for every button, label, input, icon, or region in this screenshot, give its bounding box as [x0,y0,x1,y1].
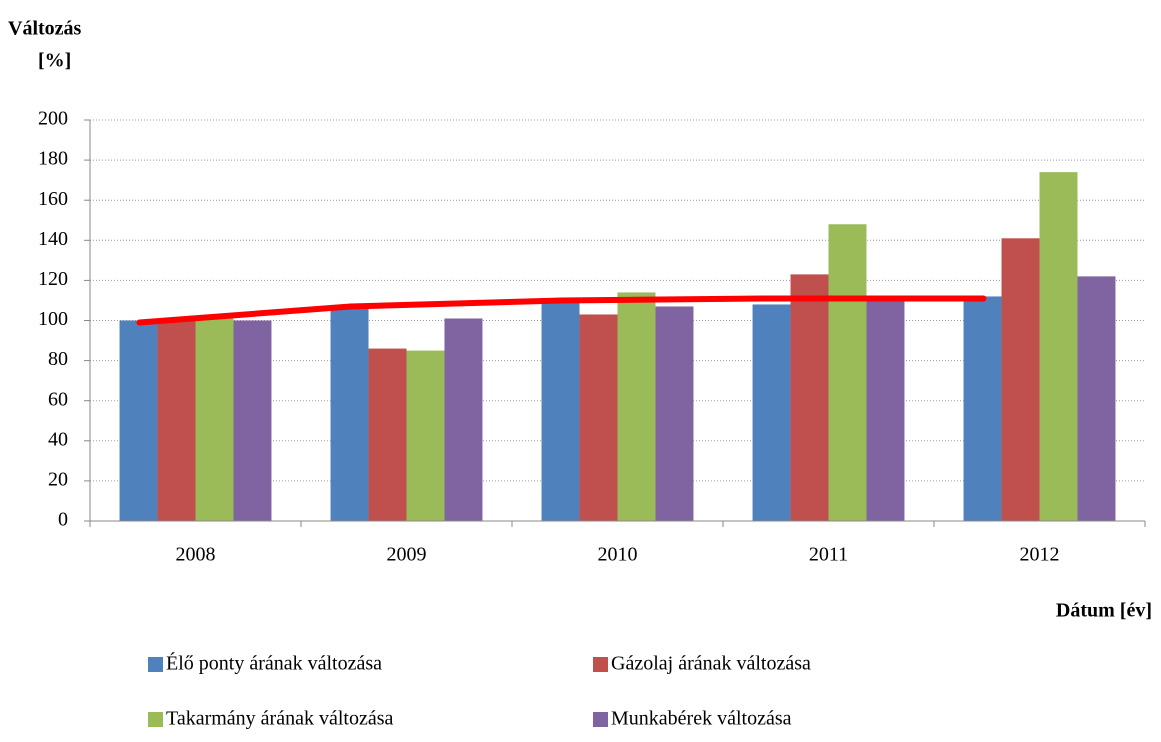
y-tick-label: 120 [38,268,68,290]
legend-swatch [148,657,163,672]
x-tick-label: 2011 [809,544,848,566]
y-tick-label: 160 [38,188,68,210]
y-tick-label: 180 [38,148,68,170]
bar [1077,276,1116,521]
y-tick-label: 20 [48,468,68,490]
bar [790,274,829,521]
bar [406,350,445,521]
overlay-line [136,295,987,326]
x-tick-label: 2012 [1020,544,1060,566]
y-tick-label: 200 [38,108,68,130]
y-tick-label: 60 [48,388,68,410]
y-axis-label: Változás [8,18,82,40]
bar [368,348,407,521]
legend-label: Gázolaj árának változása [611,653,811,675]
bar [828,224,867,521]
bar [233,320,272,521]
bar [444,318,483,521]
x-axis-label: Dátum [év] [1056,600,1152,622]
y-tick-label: 100 [38,308,68,330]
y-tick-label: 0 [58,509,68,531]
legend-swatch [593,657,608,672]
legend-label: Munkabérek változása [611,708,792,730]
bar [579,314,618,521]
bar [752,304,791,521]
x-tick-label: 2010 [598,544,638,566]
bar [157,318,196,521]
y-tick-label: 40 [48,428,68,450]
y-tick-label: 140 [38,228,68,250]
legend-label: Takarmány árának változása [166,708,393,730]
bar [866,296,905,521]
bar [617,292,656,521]
bar [541,300,580,521]
x-tick-label: 2008 [176,544,216,566]
bar [963,296,1002,521]
bar [119,320,158,521]
legend-swatch [148,712,163,727]
y-axis-label: [%] [38,50,71,72]
legend-label: Élő ponty árának változása [166,652,382,675]
legend-swatch [593,712,608,727]
x-tick-label: 2009 [387,544,427,566]
bar [195,318,234,521]
bar [655,306,694,521]
bar [1039,172,1078,521]
bar [330,308,369,521]
y-tick-label: 80 [48,348,68,370]
bar [1001,238,1040,522]
